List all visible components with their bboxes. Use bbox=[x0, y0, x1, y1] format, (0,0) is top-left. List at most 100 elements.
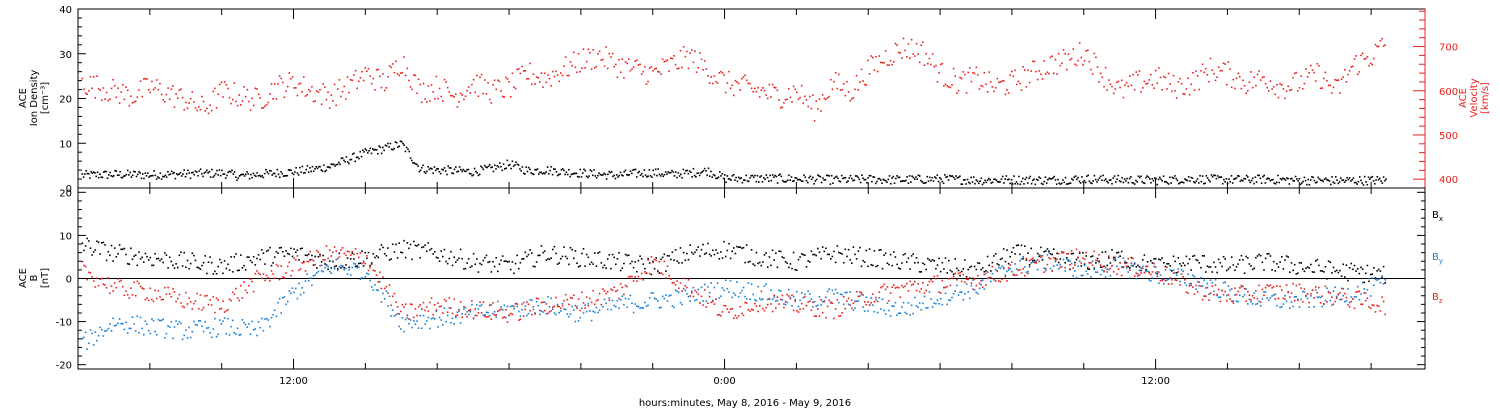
bx-point-284 bbox=[540, 245, 543, 247]
velocity-point-150 bbox=[324, 86, 326, 88]
by-point-322 bbox=[602, 306, 604, 308]
by-point-296 bbox=[560, 310, 562, 312]
velocity-point-609 bbox=[1066, 68, 1068, 71]
density-point-1022 bbox=[1366, 183, 1369, 186]
bx-point-269 bbox=[516, 254, 518, 257]
density-point-625 bbox=[867, 177, 869, 179]
bx-point-168 bbox=[353, 258, 355, 260]
bz-point-776 bbox=[1335, 297, 1338, 299]
density-point-133 bbox=[248, 177, 251, 180]
bz-point-287 bbox=[545, 303, 548, 305]
bz-point-388 bbox=[708, 295, 711, 298]
density-point-566 bbox=[793, 180, 795, 182]
density-point-649 bbox=[897, 176, 900, 179]
bx-point-611 bbox=[1069, 268, 1071, 271]
density-point-417 bbox=[605, 178, 608, 180]
bz-point-220 bbox=[437, 302, 439, 304]
by-point-183 bbox=[377, 289, 379, 292]
by-point-558 bbox=[983, 288, 986, 290]
velocity-point-269 bbox=[516, 68, 518, 71]
bx-point-777 bbox=[1337, 271, 1340, 274]
bx-point-632 bbox=[1103, 265, 1105, 268]
density-point-686 bbox=[944, 174, 946, 176]
bz-point-410 bbox=[744, 301, 746, 304]
by-point-541 bbox=[956, 284, 958, 287]
density-point-616 bbox=[856, 175, 858, 177]
bx-point-19 bbox=[112, 260, 114, 262]
density-point-522 bbox=[737, 176, 740, 179]
by-point-718 bbox=[1242, 295, 1244, 298]
by-point-31 bbox=[131, 316, 134, 318]
by-point-156 bbox=[333, 268, 336, 270]
density-point-464 bbox=[664, 171, 667, 173]
velocity-point-738 bbox=[1274, 93, 1277, 96]
velocity-point-194 bbox=[395, 60, 397, 63]
by-point-160 bbox=[340, 264, 342, 267]
bx-point-250 bbox=[485, 254, 488, 257]
bx-point-511 bbox=[907, 257, 910, 259]
by-point-191 bbox=[390, 315, 392, 317]
density-point-617 bbox=[857, 176, 859, 179]
density-point-862 bbox=[1165, 180, 1167, 183]
bz-point-644 bbox=[1122, 266, 1125, 269]
velocity-point-171 bbox=[358, 80, 360, 83]
bx-point-695 bbox=[1205, 271, 1207, 273]
by-point-559 bbox=[985, 272, 987, 275]
by-point-570 bbox=[1002, 268, 1005, 270]
bx-point-679 bbox=[1179, 263, 1181, 265]
by-point-5 bbox=[89, 329, 92, 331]
bx-point-42 bbox=[149, 256, 152, 259]
velocity-point-584 bbox=[1025, 86, 1028, 88]
density-point-206 bbox=[340, 157, 343, 160]
velocity-point-33 bbox=[134, 100, 137, 103]
density-point-935 bbox=[1257, 174, 1259, 177]
velocity-point-559 bbox=[985, 83, 987, 86]
bz-point-241 bbox=[471, 300, 473, 302]
density-point-927 bbox=[1247, 176, 1249, 178]
bz-point-710 bbox=[1229, 298, 1231, 300]
density-point-933 bbox=[1254, 176, 1257, 178]
bz-point-757 bbox=[1305, 294, 1307, 297]
bz-point-566 bbox=[996, 270, 999, 272]
bz-point-214 bbox=[427, 310, 430, 312]
density-point-726 bbox=[994, 178, 996, 180]
density-point-64 bbox=[162, 175, 164, 178]
bx-point-680 bbox=[1180, 265, 1183, 267]
velocity-point-560 bbox=[986, 91, 989, 93]
density-point-674 bbox=[928, 176, 931, 179]
by-point-728 bbox=[1258, 300, 1260, 303]
velocity-point-198 bbox=[401, 71, 404, 74]
density-point-938 bbox=[1260, 182, 1263, 185]
by-point-408 bbox=[741, 289, 743, 292]
bz-point-377 bbox=[691, 291, 693, 294]
bx-point-367 bbox=[674, 249, 677, 251]
density-point-802 bbox=[1089, 182, 1092, 184]
bz-point-522 bbox=[925, 289, 927, 292]
by-point-629 bbox=[1098, 261, 1100, 264]
velocity-point-76 bbox=[204, 110, 206, 112]
by-point-594 bbox=[1041, 258, 1044, 260]
density-point-372 bbox=[549, 169, 551, 172]
bx-point-139 bbox=[306, 254, 308, 257]
bx-point-516 bbox=[915, 257, 918, 259]
bx-point-91 bbox=[228, 269, 231, 271]
velocity-point-246 bbox=[479, 76, 481, 79]
bz-point-465 bbox=[833, 317, 835, 320]
bz-point-758 bbox=[1306, 293, 1309, 295]
by-point-603 bbox=[1056, 264, 1058, 266]
density-point-259 bbox=[407, 148, 409, 151]
bz-point-778 bbox=[1339, 292, 1341, 294]
bx-point-527 bbox=[933, 260, 935, 262]
by-point-483 bbox=[862, 306, 864, 308]
bz-point-694 bbox=[1203, 295, 1205, 297]
bx-point-67 bbox=[189, 262, 192, 265]
bz-point-796 bbox=[1368, 306, 1370, 308]
bz-point-572 bbox=[1006, 280, 1008, 282]
density-point-255 bbox=[402, 142, 404, 145]
bz-point-744 bbox=[1284, 298, 1286, 300]
velocity-point-382 bbox=[699, 52, 701, 54]
bz-point-124 bbox=[282, 275, 284, 278]
bx-point-288 bbox=[547, 258, 549, 260]
bz-point-519 bbox=[920, 288, 923, 290]
by-point-801 bbox=[1376, 279, 1378, 281]
